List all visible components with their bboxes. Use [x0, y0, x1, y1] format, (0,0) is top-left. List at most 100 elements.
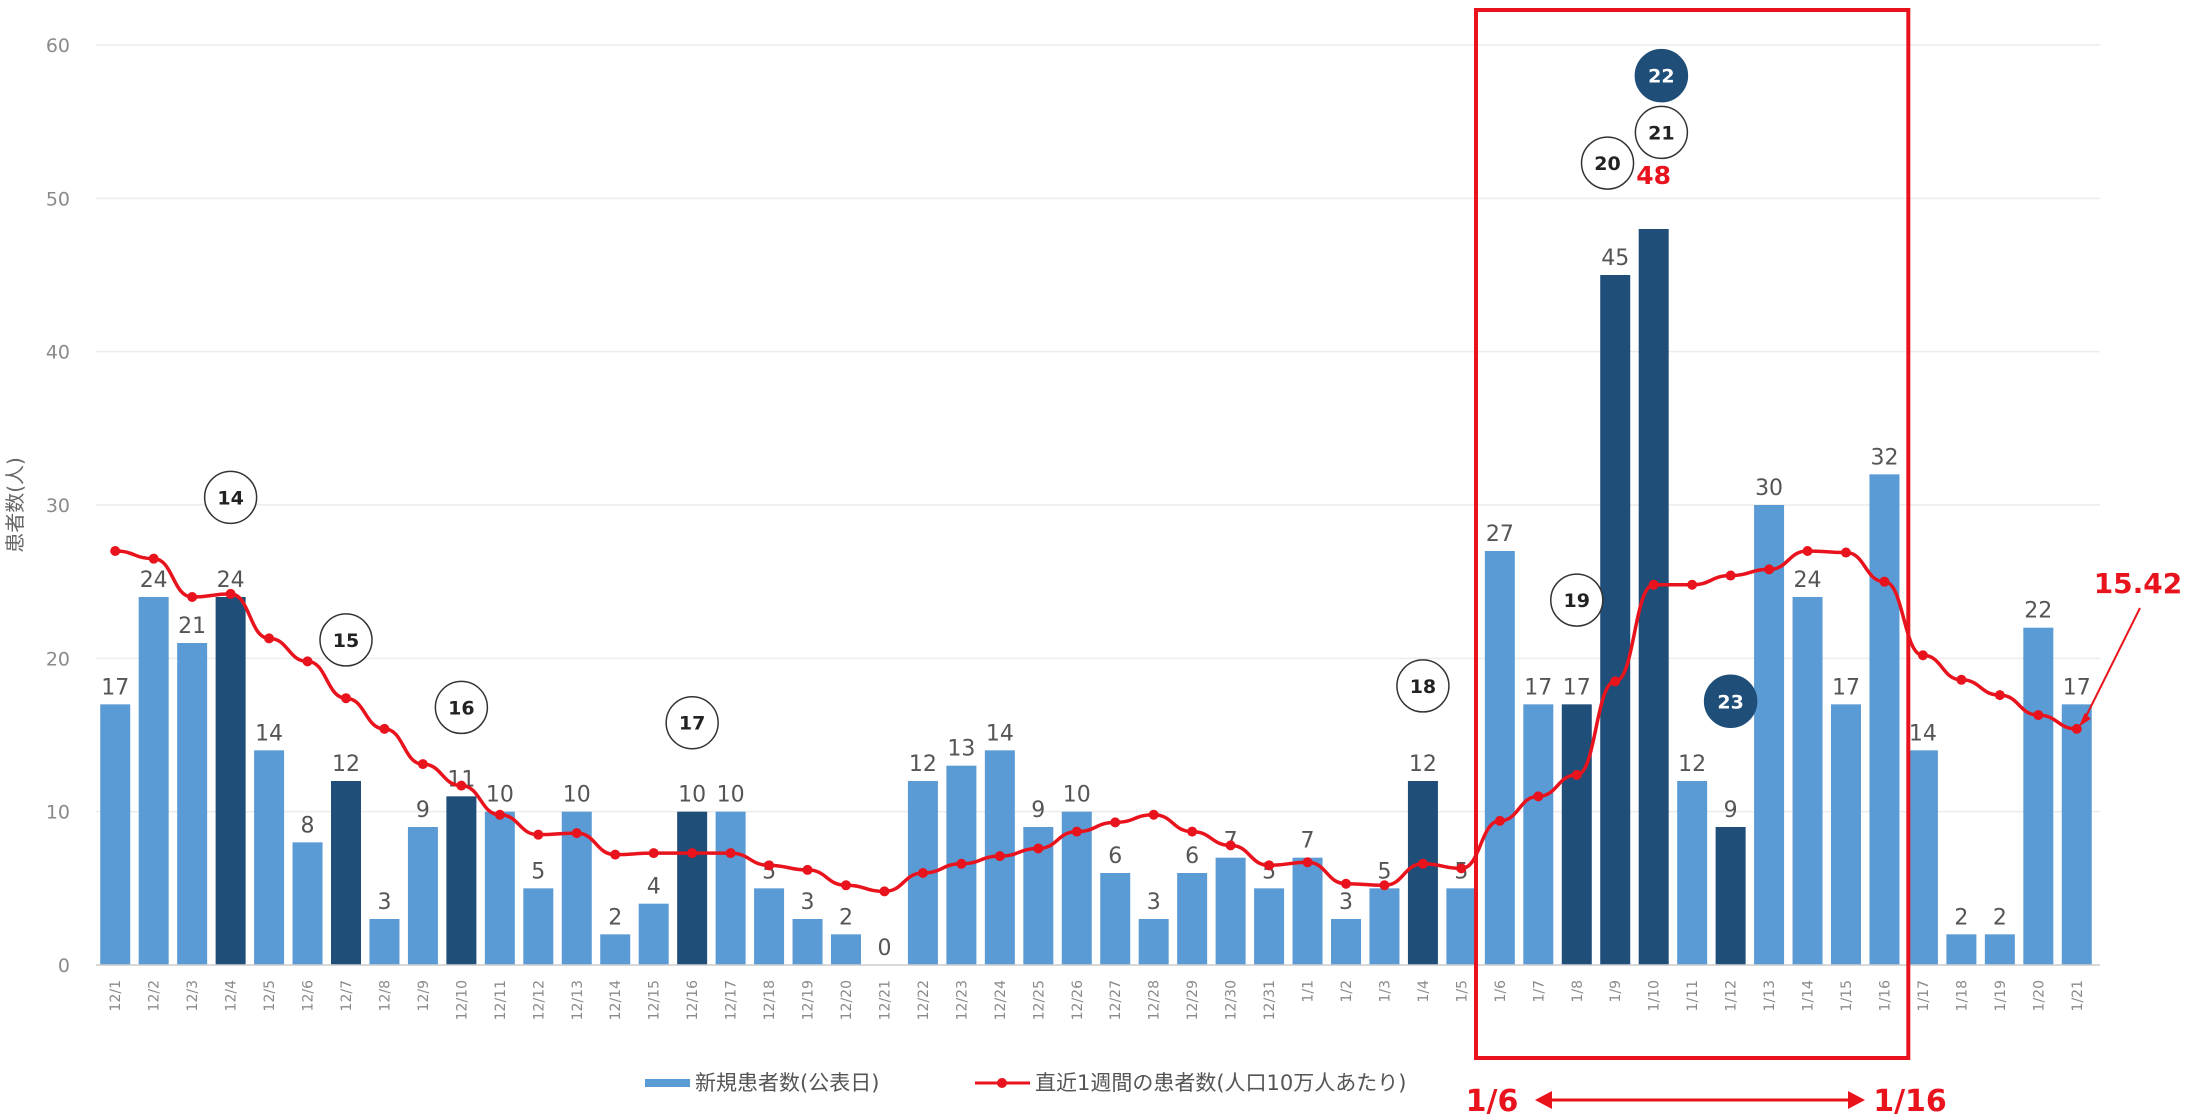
- bar: [1946, 934, 1977, 965]
- line-point: [1917, 650, 1928, 661]
- bar: [1561, 704, 1592, 965]
- circled-badge-text: 18: [1410, 676, 1436, 698]
- x-tick-label: 12/30: [1224, 980, 1240, 1020]
- line-point: [1494, 815, 1505, 826]
- x-tick-label: 1/18: [1954, 980, 1970, 1011]
- bar-value-label: 0: [877, 936, 891, 961]
- line-point: [1379, 880, 1390, 891]
- y-tick-label: 10: [46, 802, 70, 824]
- x-tick-label: 12/18: [762, 980, 778, 1020]
- bar: [331, 781, 361, 965]
- bar-value-label: 24: [217, 568, 245, 593]
- x-tick-label: 12/7: [339, 980, 355, 1011]
- legend: 新規患者数(公表日) 直近1週間の患者数(人口10万人あたり): [645, 1071, 1406, 1095]
- bar-value-label: 45: [1601, 246, 1629, 271]
- x-tick-label: 1/2: [1339, 980, 1355, 1003]
- bar-value-label: 2: [608, 905, 622, 930]
- line-point: [1725, 570, 1736, 581]
- x-tick-label: 12/13: [570, 980, 586, 1020]
- circled-badge-text: 22: [1648, 66, 1674, 88]
- circled-badge: [203, 470, 258, 525]
- circled-badge: [1580, 136, 1635, 190]
- line-point: [1071, 826, 1082, 837]
- bar: [1677, 781, 1708, 965]
- legend-line-marker: [997, 1078, 1007, 1088]
- line-point: [264, 633, 275, 644]
- bar: [1600, 275, 1631, 965]
- gridlines: [96, 44, 2100, 966]
- line-point: [802, 864, 813, 875]
- bar: [1523, 704, 1554, 965]
- line-point: [571, 828, 582, 839]
- range-end-label: 1/16: [1873, 1084, 1947, 1119]
- line-point: [764, 860, 775, 871]
- bar: [1254, 888, 1285, 965]
- bar-value-label: 10: [1063, 783, 1091, 808]
- y-tick-label: 40: [46, 342, 70, 364]
- line-point: [1302, 857, 1313, 868]
- line-point: [648, 848, 659, 859]
- x-tick-label: 1/5: [1454, 980, 1470, 1003]
- bar: [1446, 888, 1477, 965]
- circled-badge-text: 21: [1648, 122, 1674, 144]
- x-tick-label: 1/15: [1839, 980, 1855, 1011]
- line-point: [879, 886, 890, 897]
- bar-value-label: 12: [909, 752, 937, 777]
- bar-value-label: 17: [2063, 675, 2091, 700]
- x-tick-label: 1/8: [1570, 980, 1586, 1003]
- legend-line-label: 直近1週間の患者数(人口10万人あたり): [1035, 1071, 1406, 1095]
- x-tick-label: 12/25: [1031, 980, 1047, 1020]
- line-point: [1456, 863, 1467, 874]
- bar: [2061, 704, 2092, 965]
- y-tick-label: 30: [46, 495, 70, 517]
- line-point: [456, 780, 467, 791]
- range-arrow-right-head: [1848, 1091, 1865, 1109]
- line-point: [1341, 878, 1351, 889]
- line-point: [1417, 858, 1428, 869]
- bar: [1100, 873, 1131, 965]
- bar-value-label: 17: [1832, 675, 1860, 700]
- line-point: [956, 858, 967, 869]
- bar-value-label: 5: [1377, 859, 1391, 884]
- line-point: [1994, 690, 2005, 701]
- bar: [1754, 505, 1785, 965]
- bar: [831, 934, 861, 965]
- bar: [792, 919, 823, 965]
- line-point: [2033, 710, 2044, 721]
- bar-value-label: 14: [255, 721, 283, 746]
- line-point: [1187, 826, 1198, 837]
- circled-badge: [1634, 105, 1689, 160]
- range-start-label: 1/6: [1466, 1084, 1519, 1119]
- x-tick-label: 1/19: [1993, 980, 2009, 1011]
- range-arrow-left-head: [1535, 1091, 1552, 1109]
- line-point: [1264, 860, 1275, 871]
- bar-value-label: 10: [678, 783, 706, 808]
- circled-badge: [434, 680, 489, 735]
- bar-value-label: 22: [2024, 599, 2052, 624]
- line-point: [610, 849, 621, 860]
- line-point: [917, 868, 928, 878]
- bar: [677, 811, 708, 965]
- bar: [1177, 873, 1208, 965]
- bar-value-label: 3: [801, 890, 815, 915]
- x-tick-label: 12/24: [993, 980, 1009, 1020]
- line-point: [494, 809, 505, 820]
- circled-badge-text: 14: [217, 487, 243, 509]
- x-tick-label: 12/15: [647, 980, 663, 1020]
- x-tick-label: 12/14: [608, 980, 624, 1020]
- x-tick-label: 12/22: [916, 980, 932, 1020]
- legend-bar-label: 新規患者数(公表日): [695, 1071, 879, 1095]
- bar: [1715, 827, 1746, 965]
- x-tick-label: 12/31: [1262, 980, 1278, 1020]
- circled-badge: [1634, 48, 1689, 103]
- line-point: [1610, 676, 1621, 687]
- x-tick-label: 12/19: [801, 980, 817, 1020]
- bar: [1292, 857, 1323, 965]
- bar-value-label: 17: [1524, 675, 1552, 700]
- x-tick-label: 1/12: [1724, 980, 1740, 1011]
- bar: [407, 827, 438, 965]
- highlight-range-box: [1474, 8, 1911, 1060]
- bar-value-label: 3: [377, 890, 391, 915]
- bar-value-label: 10: [563, 783, 591, 808]
- bar-value-label: 2: [839, 905, 853, 930]
